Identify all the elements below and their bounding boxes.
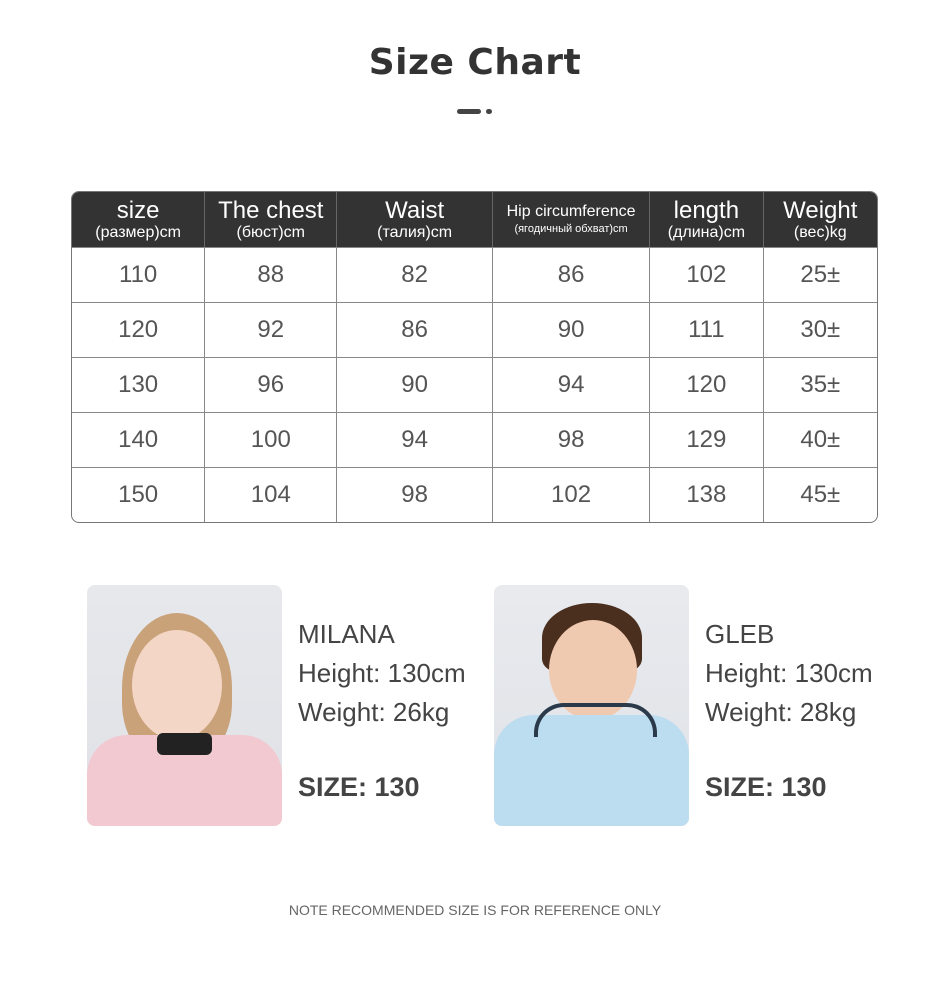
size-table: size (размер)cm The chest (бюст)cm Waist (тал… bbox=[71, 191, 878, 523]
table-cell: 120 bbox=[650, 357, 764, 412]
reference-note: NOTE RECOMMENDED SIZE IS FOR REFERENCE O… bbox=[288, 902, 662, 918]
table-row: 130 96 90 94 120 35± bbox=[72, 357, 877, 412]
model-height: Height: 130cm bbox=[298, 658, 466, 688]
table-cell: 94 bbox=[493, 357, 651, 412]
model-photo-milana bbox=[87, 585, 282, 826]
column-header: The chest (бюст)cm bbox=[205, 192, 338, 247]
table-cell: 30± bbox=[763, 302, 877, 357]
table-row: 110 88 82 86 102 25± bbox=[72, 247, 877, 302]
table-cell: 35± bbox=[763, 357, 877, 412]
table-cell: 100 bbox=[205, 412, 338, 467]
table-cell: 98 bbox=[493, 412, 651, 467]
column-header-title: Waist bbox=[385, 196, 445, 224]
column-header: size (размер)cm bbox=[72, 192, 206, 247]
model-size: SIZE: 130 bbox=[705, 772, 827, 802]
column-header: Hip circumference (ягодичный обхват)cm bbox=[493, 192, 651, 247]
column-header-unit: (размер)cm bbox=[95, 223, 181, 241]
table-cell: 25± bbox=[763, 247, 877, 302]
page-title: Size Chart bbox=[368, 42, 582, 83]
column-header-unit: (талия)cm bbox=[377, 223, 453, 241]
column-header: Waist (талия)cm bbox=[337, 192, 494, 247]
model-weight: Weight: 26kg bbox=[298, 697, 450, 727]
column-header-title: Weight bbox=[783, 196, 858, 224]
table-cell: 40± bbox=[763, 412, 877, 467]
column-header-unit: (бюст)cm bbox=[236, 223, 306, 241]
table-cell: 102 bbox=[493, 467, 651, 522]
table-cell: 111 bbox=[650, 302, 764, 357]
column-header-title: length bbox=[673, 196, 740, 224]
model-name: MILANA bbox=[298, 619, 395, 649]
table-cell: 86 bbox=[337, 302, 494, 357]
table-cell: 104 bbox=[205, 467, 338, 522]
table-cell: 90 bbox=[493, 302, 651, 357]
table-cell: 110 bbox=[72, 247, 206, 302]
table-cell: 86 bbox=[493, 247, 651, 302]
table-row: 120 92 86 90 111 30± bbox=[72, 302, 877, 357]
model-name: GLEB bbox=[705, 619, 775, 649]
column-header-unit: (вес)kg bbox=[793, 223, 847, 241]
model-height: Height: 130cm bbox=[705, 658, 873, 688]
table-cell: 88 bbox=[205, 247, 338, 302]
table-cell: 92 bbox=[205, 302, 338, 357]
model-size: SIZE: 130 bbox=[298, 772, 420, 802]
column-header-unit: (длина)cm bbox=[667, 223, 746, 241]
model-info-gleb: GLEB Height: 130cm Weight: 28kg SIZE: 13… bbox=[705, 615, 873, 807]
column-header-title: Hip circumference bbox=[506, 203, 636, 220]
title-divider-dot bbox=[486, 109, 492, 114]
table-cell: 150 bbox=[72, 467, 206, 522]
table-cell: 82 bbox=[337, 247, 494, 302]
table-cell: 130 bbox=[72, 357, 206, 412]
column-header: Weight (вес)kg bbox=[763, 192, 877, 247]
table-cell: 129 bbox=[650, 412, 764, 467]
table-cell: 45± bbox=[763, 467, 877, 522]
table-header-row: size (размер)cm The chest (бюст)cm Waist (тал… bbox=[72, 192, 877, 247]
table-cell: 102 bbox=[650, 247, 764, 302]
column-header: length (длина)cm bbox=[650, 192, 764, 247]
table-row: 140 100 94 98 129 40± bbox=[72, 412, 877, 467]
column-header-unit: (ягодичный обхват)cm bbox=[514, 223, 628, 235]
model-info-milana: MILANA Height: 130cm Weight: 26kg SIZE: … bbox=[298, 615, 466, 807]
model-photo-gleb bbox=[494, 585, 689, 826]
table-cell: 138 bbox=[650, 467, 764, 522]
table-cell: 96 bbox=[205, 357, 338, 412]
table-cell: 94 bbox=[337, 412, 494, 467]
table-row: 150 104 98 102 138 45± bbox=[72, 467, 877, 522]
table-cell: 98 bbox=[337, 467, 494, 522]
model-weight: Weight: 28kg bbox=[705, 697, 857, 727]
table-cell: 90 bbox=[337, 357, 494, 412]
column-header-title: The chest bbox=[218, 196, 324, 224]
table-cell: 120 bbox=[72, 302, 206, 357]
title-divider bbox=[457, 109, 481, 114]
column-header-title: size bbox=[116, 196, 160, 224]
table-cell: 140 bbox=[72, 412, 206, 467]
